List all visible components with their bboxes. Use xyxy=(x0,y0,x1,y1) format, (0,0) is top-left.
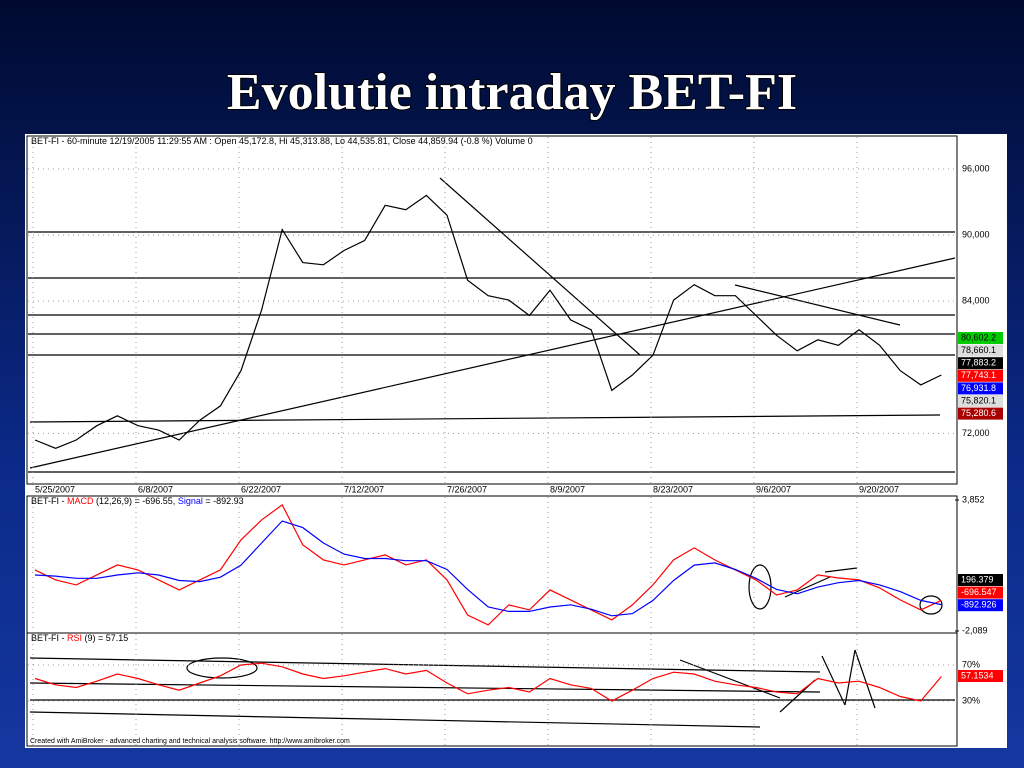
x-tick-label: 9/6/2007 xyxy=(756,484,791,494)
value-box xyxy=(958,670,1003,682)
value-box xyxy=(958,599,1003,612)
value-box xyxy=(958,357,1003,370)
series-line xyxy=(34,662,942,702)
panel-header: BET-FI - 60-minute 12/19/2005 11:29:55 A… xyxy=(31,136,533,146)
series-line xyxy=(34,520,942,617)
x-tick-label: 7/26/2007 xyxy=(447,484,487,494)
value-box-label: 57.1534 xyxy=(961,670,994,680)
y-tick-label: 84,000 xyxy=(962,296,990,306)
y-tick-label: 3,852 xyxy=(962,494,985,504)
header-part: (9) = 57.15 xyxy=(82,633,128,643)
value-box xyxy=(958,586,1003,599)
value-box-label: 80,602.2 xyxy=(961,332,996,342)
value-box xyxy=(958,395,1003,407)
x-tick-label: 8/9/2007 xyxy=(550,484,585,494)
value-box-label: 77,883.2 xyxy=(961,358,996,368)
x-tick-label: 6/22/2007 xyxy=(241,484,281,494)
value-box-label: 75,280.6 xyxy=(961,408,996,418)
price-frame xyxy=(26,135,958,485)
series-line xyxy=(34,194,942,449)
value-box-label: 78,660.1 xyxy=(961,345,996,355)
y-tick-label: 70% xyxy=(962,659,980,669)
value-box-label: -892.926 xyxy=(961,600,997,610)
panel-header: BET-FI - RSI (9) = 57.15 xyxy=(31,633,128,643)
value-box-label: 75,820.1 xyxy=(961,395,996,405)
chart-panel xyxy=(25,134,1007,748)
x-tick-label: 6/8/2007 xyxy=(138,484,173,494)
value-box xyxy=(958,332,1003,344)
value-box-label: 196.379 xyxy=(961,574,994,584)
y-tick-label: 96,000 xyxy=(962,163,990,173)
x-tick-label: 7/12/2007 xyxy=(344,484,384,494)
x-tick-label: 8/23/2007 xyxy=(653,484,693,494)
panel-header: BET-FI - MACD (12,26,9) = -696.55, Signa… xyxy=(31,496,244,506)
y-tick-label: -2,089 xyxy=(962,625,988,635)
value-box xyxy=(958,407,1003,420)
header-part: BET-FI - xyxy=(31,633,67,643)
value-box-label: -696.547 xyxy=(961,587,997,597)
slide-title: Evolutie intraday BET-FI xyxy=(227,64,797,121)
value-box xyxy=(958,344,1003,357)
header-part: Signal xyxy=(178,496,203,506)
header-part: = -892.93 xyxy=(203,496,244,506)
header-part: MACD xyxy=(67,496,94,506)
header-part: BET-FI - xyxy=(31,496,67,506)
x-tick-label: 9/20/2007 xyxy=(859,484,899,494)
rsi-frame xyxy=(26,632,958,747)
credit: Created with AmiBroker - advanced charti… xyxy=(30,738,350,745)
value-box xyxy=(958,574,1003,586)
header-part: RSI xyxy=(67,633,82,643)
value-box-label: 77,743.1 xyxy=(961,370,996,380)
y-tick-label: 72,000 xyxy=(962,428,990,438)
y-tick-label: 90,000 xyxy=(962,229,990,239)
value-box xyxy=(958,382,1003,395)
y-tick-label: 30% xyxy=(962,695,980,705)
value-box-label: 76,931.8 xyxy=(961,383,996,393)
trendlines xyxy=(28,177,956,728)
series-line xyxy=(34,504,942,626)
x-tick-label: 5/25/2007 xyxy=(35,484,75,494)
value-box xyxy=(958,369,1003,382)
header-part: BET-FI - 60-minute 12/19/2005 11:29:55 A… xyxy=(31,136,533,146)
header-part: (12,26,9) = -696.55, xyxy=(94,496,178,506)
